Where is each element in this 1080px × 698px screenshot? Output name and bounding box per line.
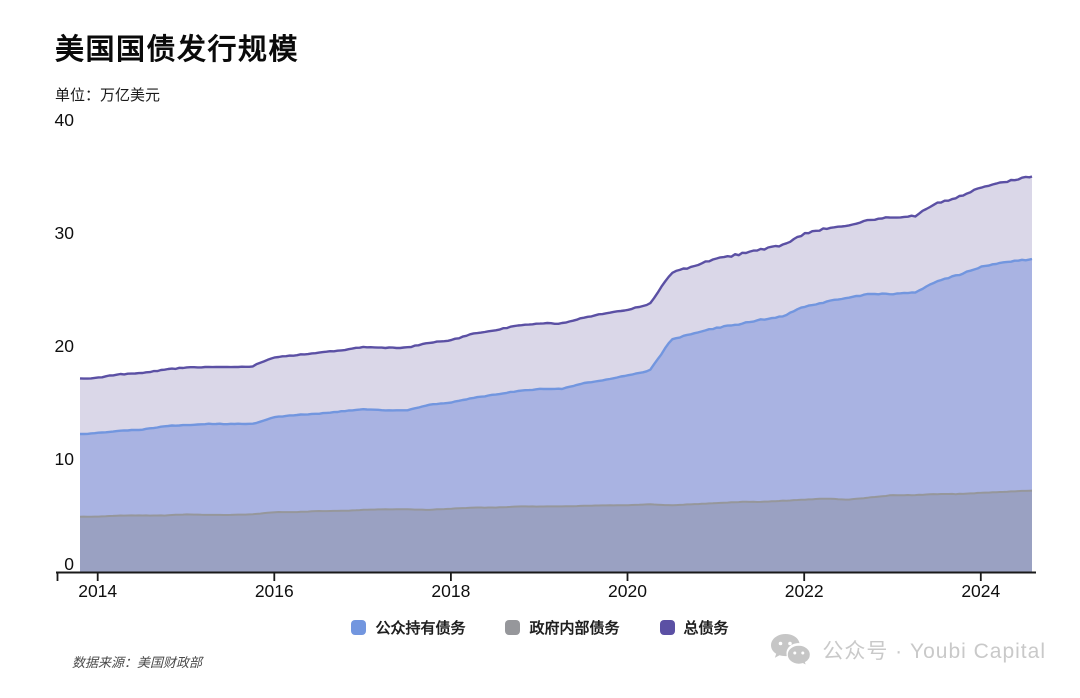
debt-area-chart: 2014 2016 2018 2020 2022 2024 0 10 20 30 40 (55, 110, 1036, 601)
legend-item-intragov-debt: 政府内部债务 (505, 617, 620, 638)
y-tick-label: 10 (55, 449, 75, 469)
public-debt-legend-label: 公众持有债务 (375, 620, 466, 637)
x-axis: 2014 2016 2018 2020 2022 2024 (56, 571, 1036, 601)
x-tick-label: 2022 (785, 581, 824, 601)
intragov-debt-area (80, 490, 1032, 572)
legend-item-public-debt: 公众持有债务 (351, 617, 465, 638)
x-tick-label: 2016 (255, 581, 294, 601)
unit-label: 单位：万亿美元 (55, 87, 161, 104)
legend-item-total-debt: 总债务 (659, 617, 729, 638)
total-debt-area (80, 176, 1032, 434)
total-debt-swatch (659, 620, 675, 635)
public-debt-swatch (351, 620, 367, 635)
y-tick-label: 20 (55, 336, 75, 356)
watermark: 公众号 · Youbi Capital (770, 633, 1046, 667)
intragov-debt-swatch (505, 620, 521, 635)
y-axis: 0 10 20 30 40 (55, 110, 75, 574)
total-debt-legend-label: 总债务 (683, 620, 729, 637)
x-tick-label: 2024 (961, 581, 1000, 601)
public-debt-area (80, 259, 1032, 517)
total-debt-line (79, 175, 1033, 380)
wechat-icon (771, 634, 812, 667)
watermark-text: 公众号 · Youbi Capital (822, 640, 1046, 663)
x-tick-label: 2020 (608, 581, 647, 601)
intragov-debt-legend-label: 政府内部债务 (529, 620, 620, 637)
public-debt-line (80, 257, 1033, 436)
chart-legend: 公众持有债务 政府内部债务 总债务 (0, 617, 1080, 638)
y-tick-label: 40 (55, 110, 75, 130)
y-tick-label: 30 (55, 223, 75, 243)
chart-title: 美国国债发行规模 (55, 34, 300, 66)
y-tick-label: 0 (64, 554, 74, 574)
intragov-debt-line (79, 489, 1033, 518)
x-tick-label: 2018 (431, 581, 470, 601)
data-source: 数据来源：美国财政部 (72, 655, 203, 670)
x-tick-label: 2014 (78, 581, 117, 601)
